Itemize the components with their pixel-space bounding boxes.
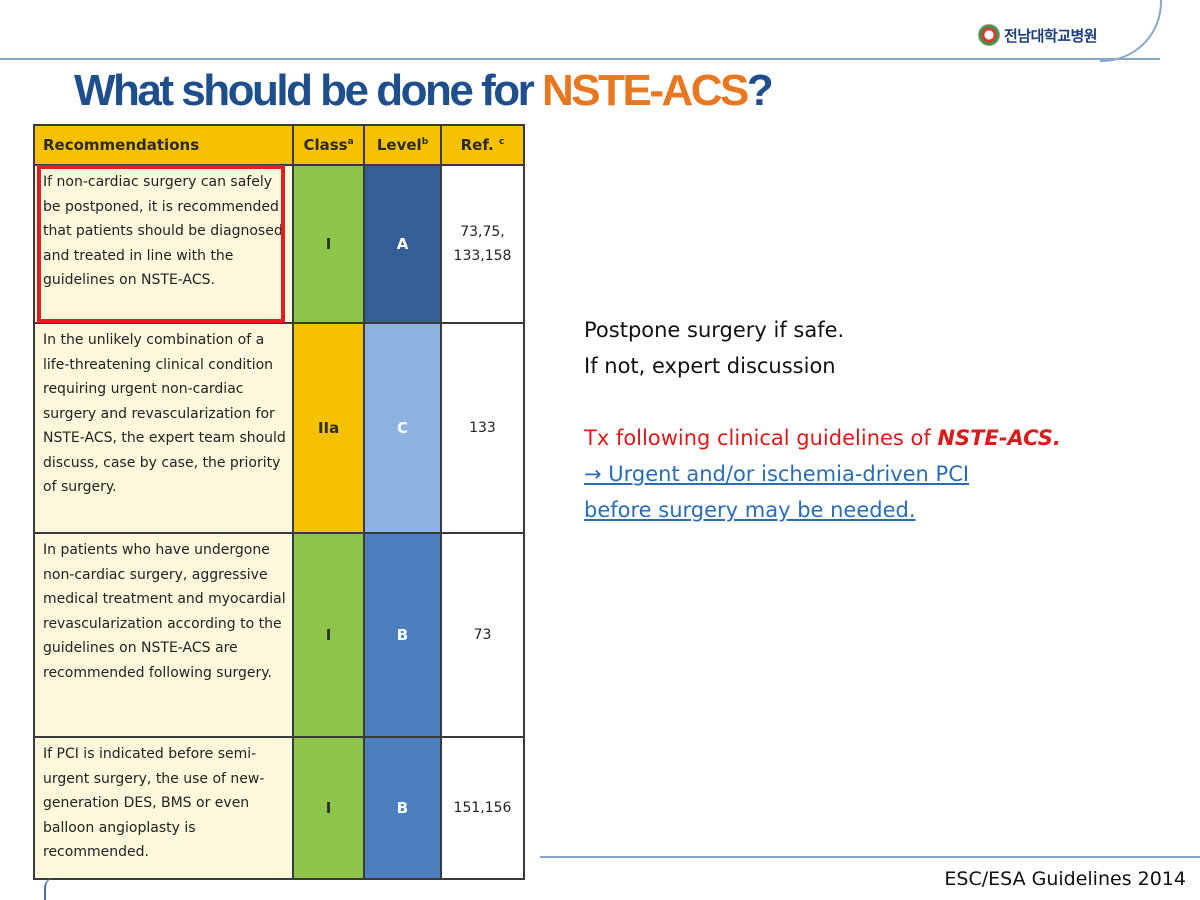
ref-cell: 151,156 <box>439 736 526 880</box>
hospital-name: 전남대학교병원 <box>1004 26 1098 45</box>
header-level-label: Level <box>376 136 422 154</box>
pci-link-line-1[interactable]: → Urgent and/or ischemia-driven PCI <box>584 462 970 486</box>
ref-cell: 73 <box>439 532 526 738</box>
note-expert: If not, expert discussion <box>584 354 836 378</box>
recommendation-text: If PCI is indicated before semi-urgent s… <box>32 736 295 880</box>
table-row: If non-cardiac surgery can safely be pos… <box>32 164 526 324</box>
header-ref-sup: c <box>499 137 505 147</box>
title-main: What should be done for <box>74 66 542 115</box>
class-cell: I <box>292 736 366 880</box>
pci-link-line-2[interactable]: before surgery may be needed. <box>584 498 916 522</box>
table-row: In the unlikely combination of a life-th… <box>32 322 526 534</box>
level-cell: C <box>363 322 442 534</box>
notes-panel: Postpone surgery if safe. If not, expert… <box>584 312 1061 528</box>
header-recommendations-label: Recommendations <box>43 136 200 154</box>
header-level: Levelb <box>363 124 442 166</box>
note-postpone: Postpone surgery if safe. <box>584 318 845 342</box>
level-cell: B <box>363 736 442 880</box>
recommendation-text: In the unlikely combination of a life-th… <box>32 322 295 534</box>
header-recommendations: Recommendations <box>32 124 295 166</box>
hospital-logo: 전남대학교병원 <box>978 24 1098 46</box>
header-ref-label: Ref. <box>460 136 494 154</box>
title-accent: NSTE-ACS <box>541 66 749 115</box>
note-treatment-emphasis: NSTE-ACS. <box>937 426 1061 450</box>
slide-title: What should be done for NSTE-ACS? <box>74 66 774 116</box>
header-divider <box>0 58 1160 60</box>
ref-cell: 73,75, 133,158 <box>439 164 526 324</box>
notes-spacer <box>584 384 1061 420</box>
header-class-sup: a <box>347 137 354 147</box>
table-header-row: Recommendations Classa Levelb Ref. c <box>32 124 526 166</box>
class-cell: I <box>292 164 366 324</box>
recommendation-text: In patients who have undergone non-cardi… <box>32 532 295 738</box>
recommendation-text: If non-cardiac surgery can safely be pos… <box>32 164 295 324</box>
recommendations-table: Recommendations Classa Levelb Ref. c If … <box>32 124 526 880</box>
header-class: Classa <box>292 124 366 166</box>
level-cell: B <box>363 532 442 738</box>
ref-cell: 133 <box>439 322 526 534</box>
table-row: If PCI is indicated before semi-urgent s… <box>32 736 526 880</box>
footer-decoration <box>44 878 56 900</box>
table-row: In patients who have undergone non-cardi… <box>32 532 526 738</box>
hospital-emblem-icon <box>978 24 1000 46</box>
class-cell: I <box>292 532 366 738</box>
header-ref: Ref. c <box>439 124 526 166</box>
note-treatment: Tx following clinical guidelines of NSTE… <box>584 420 1061 456</box>
source-citation: ESC/ESA Guidelines 2014 <box>944 868 1186 890</box>
footer-divider <box>540 856 1200 858</box>
class-cell: IIa <box>292 322 366 534</box>
header-class-label: Class <box>303 136 348 154</box>
title-end: ? <box>746 66 774 115</box>
note-treatment-prefix: Tx following clinical guidelines of <box>584 426 938 450</box>
header-corner-curve <box>1100 0 1162 62</box>
level-cell: A <box>363 164 442 324</box>
header-level-sup: b <box>421 137 429 147</box>
